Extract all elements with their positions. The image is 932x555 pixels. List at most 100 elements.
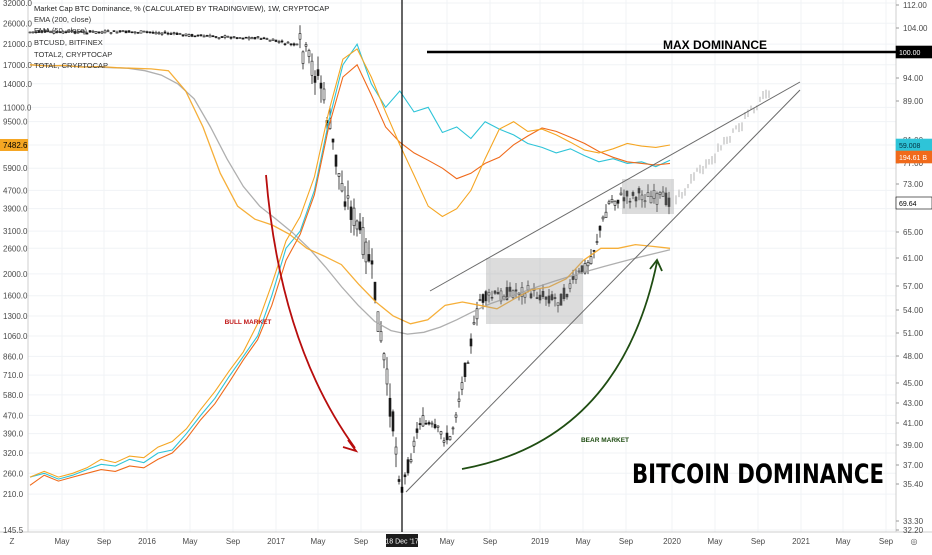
candle-body <box>67 30 71 33</box>
candle-body <box>460 382 464 390</box>
projection-candle <box>690 173 692 184</box>
time-tick-label: May <box>54 537 69 546</box>
right-tick-label: 94.00 <box>903 74 924 83</box>
left-tick-label: 145.5 <box>3 526 24 535</box>
candle-body <box>34 31 38 34</box>
time-tick-label: May <box>182 537 197 546</box>
projection-candle <box>702 165 704 175</box>
left-axis-panel[interactable] <box>0 0 28 532</box>
candle-body <box>277 41 281 43</box>
candle-body <box>643 200 647 203</box>
candle-body <box>250 37 254 40</box>
consolidation-box-1[interactable] <box>486 258 583 324</box>
candle-body <box>313 76 317 83</box>
legend-total[interactable]: TOTAL, CRYPTOCAP <box>34 61 108 70</box>
time-tick-label: Sep <box>97 537 112 546</box>
projection-candle <box>684 188 686 196</box>
candle-body <box>589 256 593 265</box>
candle-body <box>649 195 653 204</box>
right-axis-panel[interactable] <box>896 0 932 532</box>
max-dominance-label: MAX DOMINANCE <box>663 38 767 52</box>
time-tick-label: May <box>835 537 850 546</box>
legend-btcusd[interactable]: BTCUSD, BITFINEX <box>34 38 103 47</box>
candle-body <box>304 44 308 47</box>
candle-body <box>136 32 140 34</box>
candle-body <box>448 436 452 441</box>
series-line-3[interactable] <box>29 64 671 335</box>
candle-body <box>421 415 425 427</box>
candle-body <box>220 36 224 38</box>
candle-body <box>262 37 266 40</box>
candle-body <box>409 459 413 463</box>
left-tick-label: 17000.0 <box>3 61 32 70</box>
projection-candle <box>762 91 764 100</box>
left-tick-label: 1060.0 <box>3 332 28 341</box>
candle-body <box>145 31 149 33</box>
series-line-4[interactable] <box>29 64 671 325</box>
candle-body <box>214 36 218 38</box>
settings-corner-icon[interactable]: ◎ <box>911 537 918 546</box>
candle-body <box>607 201 611 204</box>
candle-body <box>604 211 608 218</box>
time-tick-label: 2016 <box>138 537 156 546</box>
left-tick-label: 260.0 <box>3 469 24 478</box>
series-line-2[interactable] <box>29 48 671 478</box>
projection-candle <box>759 96 761 102</box>
time-axis-panel[interactable] <box>0 532 932 550</box>
legend-ema200[interactable]: EMA (200, close) <box>34 15 92 24</box>
candle-body <box>241 37 245 40</box>
candle-body <box>616 199 620 204</box>
timezone-corner[interactable]: Z <box>10 537 15 546</box>
candle-body <box>571 276 575 280</box>
candle-body <box>610 199 614 203</box>
lower-trendline[interactable] <box>405 89 801 493</box>
candle-body <box>436 425 440 428</box>
candle-body <box>31 31 35 34</box>
projection-candle <box>735 125 737 130</box>
projection-candle <box>726 136 728 144</box>
series-line-1[interactable] <box>29 63 671 486</box>
candle-body <box>412 440 416 447</box>
candle-body <box>91 30 95 33</box>
candle-body <box>280 40 284 43</box>
right-tick-label: 41.00 <box>903 419 924 428</box>
candle-body <box>334 154 338 167</box>
candle-body <box>298 33 302 40</box>
candle-body <box>319 82 323 89</box>
candle-body <box>46 30 50 33</box>
candle-body <box>256 36 260 38</box>
candle-body <box>265 38 269 40</box>
candle-body <box>73 31 77 34</box>
left-tick-label: 320.0 <box>3 449 24 458</box>
consolidation-box-2[interactable] <box>622 179 674 214</box>
left-tick-label: 390.0 <box>3 430 24 439</box>
candle-body <box>547 295 551 304</box>
candle-body <box>64 31 68 34</box>
projection-candle <box>744 112 746 119</box>
upper-trendline[interactable] <box>429 81 801 292</box>
candle-body <box>121 30 125 32</box>
candle-body <box>223 35 227 38</box>
candle-body <box>601 216 605 220</box>
left-axis-badge: 7482.6 <box>0 138 28 151</box>
candle-body <box>652 190 656 199</box>
legend-ema50[interactable]: EMA (50, close) <box>34 26 87 35</box>
candle-body <box>238 37 242 39</box>
projection-candle <box>678 189 680 198</box>
candle-body <box>424 422 428 425</box>
candle-body <box>499 290 503 302</box>
projection-candle <box>753 107 755 114</box>
time-tick-label: Sep <box>751 537 766 546</box>
candle-body <box>361 227 365 256</box>
candle-body <box>295 43 299 46</box>
legend-total2[interactable]: TOTAL2, CRYPTOCAP <box>34 50 112 59</box>
left-tick-label: 710.0 <box>3 371 24 380</box>
candle-body <box>247 36 251 40</box>
time-tick-label: Sep <box>619 537 634 546</box>
bull-market-label: BULL MARKET <box>225 319 272 326</box>
candle-body <box>484 291 488 302</box>
candle-body <box>538 294 542 301</box>
candle-body <box>379 331 383 342</box>
candle-body <box>613 200 617 206</box>
candle-body <box>190 34 194 37</box>
